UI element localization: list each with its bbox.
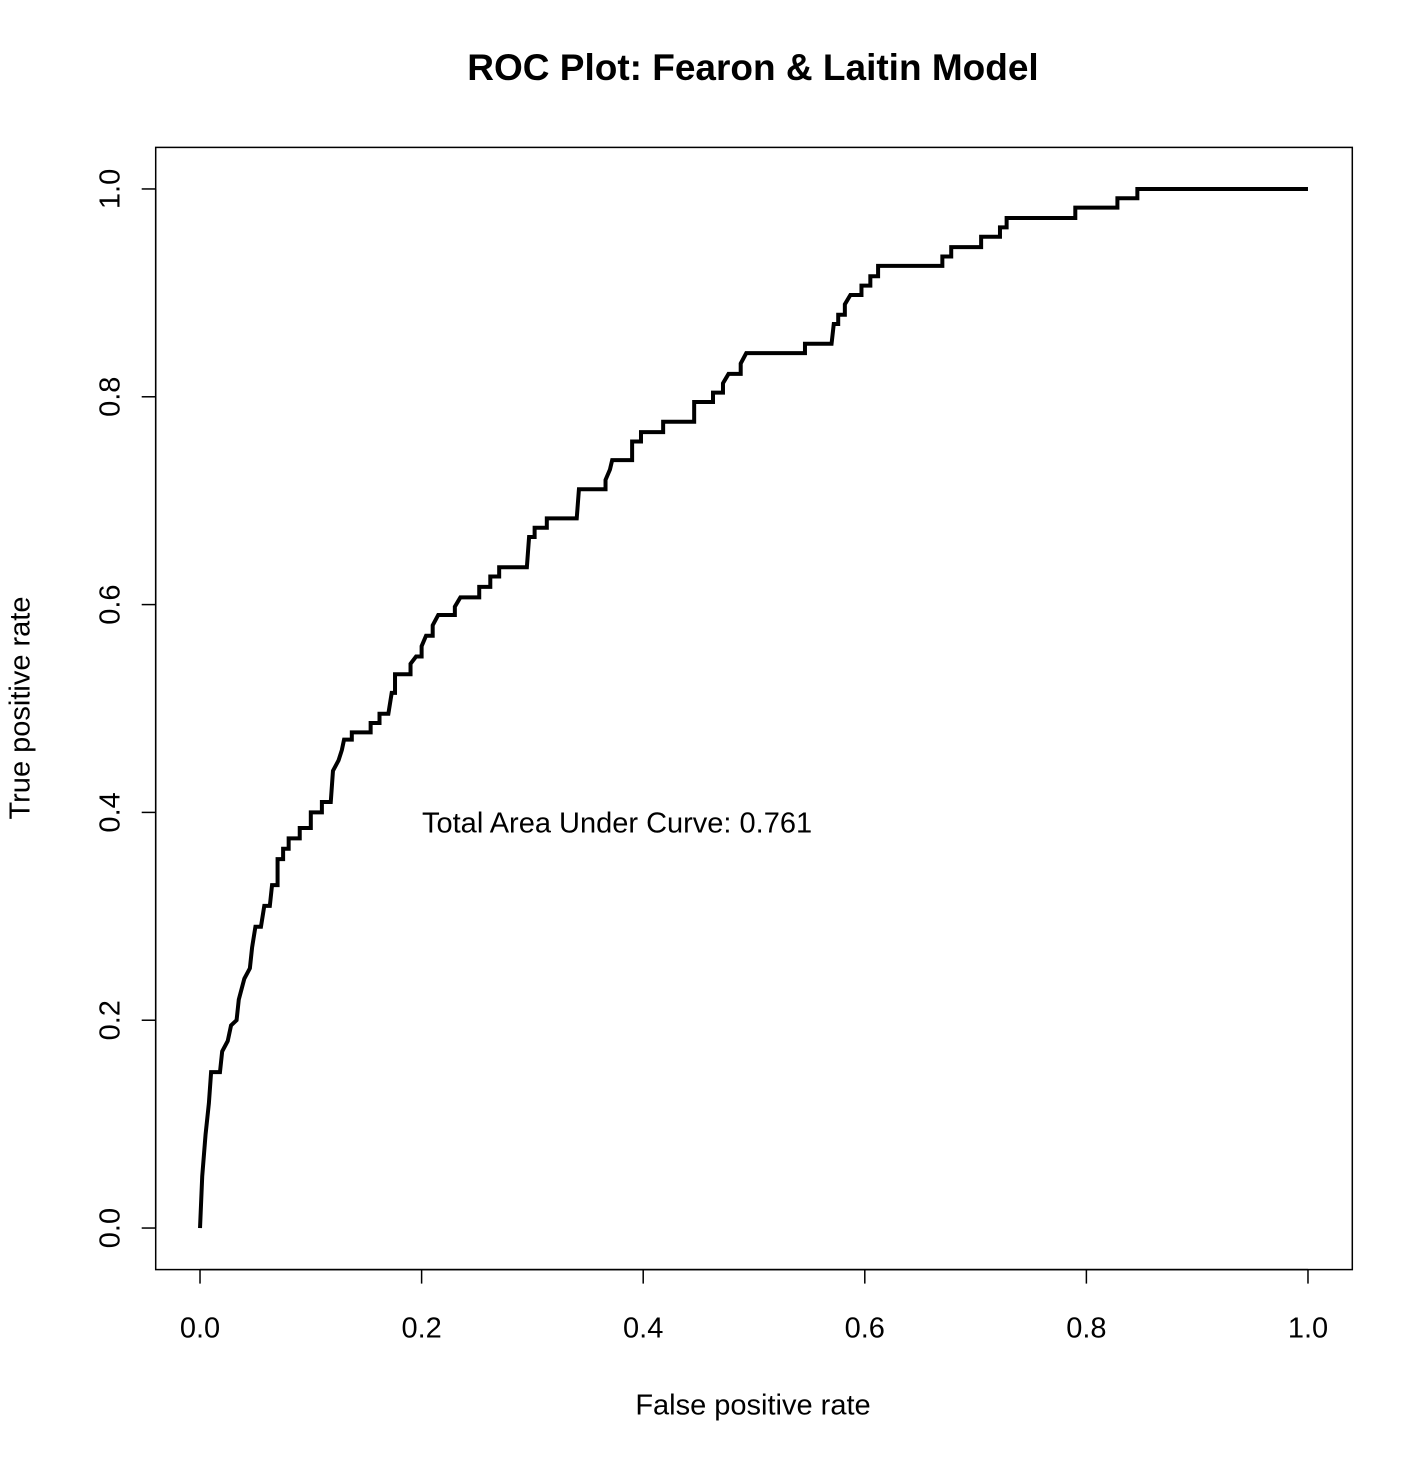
plot-frame (154, 146, 1354, 1271)
y-tick-label: 0.2 (94, 1000, 126, 1040)
chart-title: ROC Plot: Fearon & Laitin Model (467, 47, 1038, 88)
y-tick-label: 0.8 (94, 377, 126, 417)
x-tick-label: 0.0 (180, 1312, 220, 1344)
x-axis-label: False positive rate (635, 1390, 870, 1422)
roc-line (198, 186, 1308, 1229)
annotation: Total Area Under Curve: 0.761 (422, 808, 812, 840)
y-tick-label: 1.0 (94, 169, 126, 209)
x-tick-label: 0.4 (623, 1312, 663, 1344)
x-tick-label: 0.8 (1066, 1312, 1106, 1344)
x-tick-label: 0.2 (401, 1312, 441, 1344)
y-tick-label: 0.6 (94, 584, 126, 624)
x-tick-label: 0.6 (845, 1312, 885, 1344)
y-tick-label: 0.0 (94, 1208, 126, 1248)
y-tick-label: 0.4 (94, 792, 126, 832)
x-tick-label: 1.0 (1288, 1312, 1328, 1344)
y-axis-label: True positive rate (5, 597, 37, 820)
